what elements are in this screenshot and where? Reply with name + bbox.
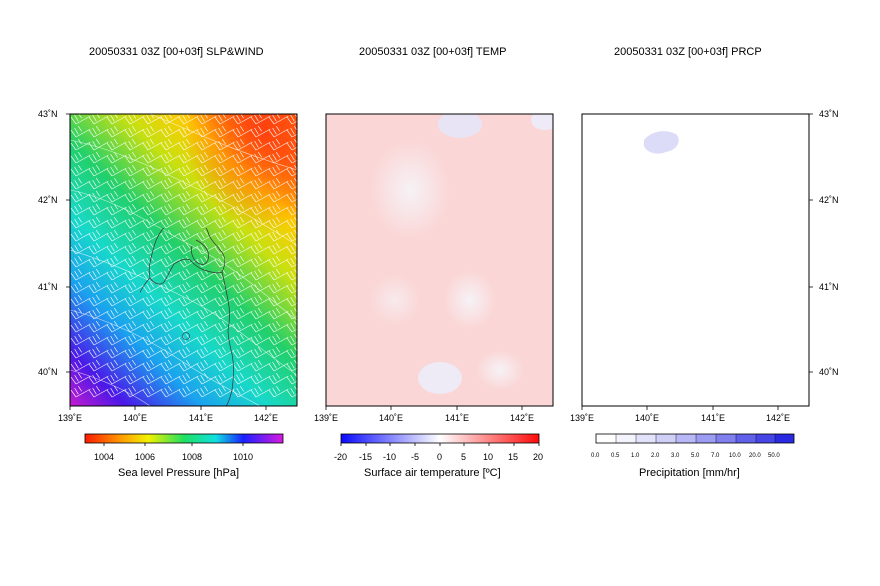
- temperature-map: [325, 113, 554, 407]
- slp-wind-map: [69, 113, 298, 407]
- cb-slp-tick: 1010: [233, 452, 254, 462]
- lat-label-43n-left: 43˚N: [38, 109, 58, 119]
- cb-temp-tick: 0: [437, 452, 443, 462]
- cb-prcp-tick: 50.0: [768, 453, 780, 459]
- cb-temp-tick: 15: [508, 452, 519, 462]
- panel-title-prcp: 20050331 03Z [00+03f] PRCP: [614, 46, 762, 58]
- lon-label-142e-p3: 142˚E: [766, 413, 791, 423]
- cb-prcp-tick: 7.0: [711, 453, 720, 459]
- panel-title-temp: 20050331 03Z [00+03f] TEMP: [359, 46, 507, 58]
- cb-prcp-tick: 3.0: [671, 453, 680, 459]
- lat-label-41n-left: 41˚N: [38, 282, 58, 292]
- lon-label-140e-p3: 140˚E: [635, 413, 660, 423]
- lon-label-140e-p1: 140˚E: [123, 413, 148, 423]
- lat-label-42n-left: 42˚N: [38, 195, 58, 205]
- lon-label-142e-p1: 142˚E: [254, 413, 279, 423]
- cb-temp-tick: -20: [334, 452, 348, 462]
- cb-prcp-tick: 1.0: [631, 453, 640, 459]
- lat-label-42n-right: 42˚N: [819, 195, 839, 205]
- cb-prcp-tick: 10.0: [729, 453, 741, 459]
- cb-temp-tick: 5: [461, 452, 467, 462]
- colorbar-title-prcp: Precipitation [mm/hr]: [639, 467, 740, 479]
- cb-prcp-tick: 20.0: [749, 453, 761, 459]
- lon-label-140e-p2: 140˚E: [379, 413, 404, 423]
- lat-label-40n-left: 40˚N: [38, 367, 58, 377]
- colorbar-slp: [84, 433, 284, 446]
- cb-slp-tick: 1004: [94, 452, 115, 462]
- lon-label-139e-p2: 139˚E: [314, 413, 339, 423]
- lon-label-139e-p3: 139˚E: [570, 413, 595, 423]
- lat-label-41n-right: 41˚N: [819, 282, 839, 292]
- lon-label-142e-p2: 142˚E: [510, 413, 535, 423]
- colorbar-temp: [340, 433, 540, 446]
- cb-prcp-tick: 0.5: [611, 453, 620, 459]
- panel-title-slp-wind: 20050331 03Z [00+03f] SLP&WIND: [89, 46, 264, 58]
- cb-slp-tick: 1008: [182, 452, 203, 462]
- cb-temp-tick: 20: [533, 452, 544, 462]
- lon-label-141e-p3: 141˚E: [701, 413, 726, 423]
- colorbar-prcp: [595, 433, 795, 444]
- cb-temp-tick: 10: [483, 452, 494, 462]
- cb-prcp-tick: 2.0: [651, 453, 660, 459]
- lat-label-43n-right: 43˚N: [819, 109, 839, 119]
- cb-temp-tick: -10: [383, 452, 397, 462]
- lon-label-139e-p1: 139˚E: [58, 413, 83, 423]
- colorbar-title-slp: Sea level Pressure [hPa]: [118, 467, 240, 479]
- lon-label-141e-p1: 141˚E: [189, 413, 214, 423]
- colorbar-title-temp: Surface air temperature [ºC]: [364, 467, 501, 479]
- lon-label-141e-p2: 141˚E: [445, 413, 470, 423]
- cb-prcp-tick: 0.0: [591, 453, 600, 459]
- axis-ticks: [66, 113, 813, 410]
- lat-label-40n-right: 40˚N: [819, 367, 839, 377]
- cb-temp-tick: -5: [411, 452, 420, 462]
- cb-temp-tick: -15: [359, 452, 373, 462]
- cb-slp-tick: 1006: [135, 452, 156, 462]
- cb-prcp-tick: 5.0: [691, 453, 700, 459]
- precipitation-map: [581, 113, 810, 407]
